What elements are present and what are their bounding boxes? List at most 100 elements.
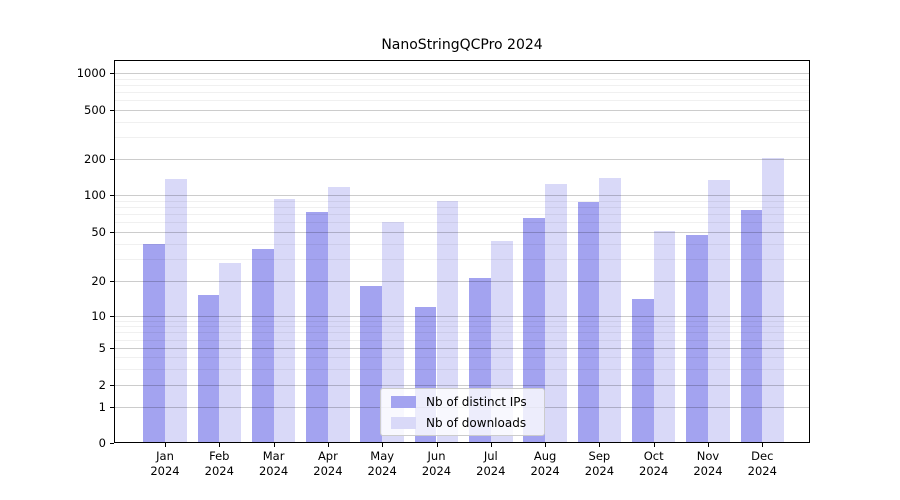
bar xyxy=(631,298,654,443)
bar xyxy=(382,222,404,443)
x-tick-label-year: 2024 xyxy=(476,464,506,478)
y-tick-label: 20 xyxy=(91,273,106,288)
x-tick xyxy=(708,443,709,447)
x-tick-label-year: 2024 xyxy=(313,464,343,478)
gridline-minor xyxy=(114,214,810,216)
legend-item-downloads: Nb of downloads xyxy=(381,412,544,433)
x-tick-label-year: 2024 xyxy=(693,464,723,478)
x-tick-label: Oct 2024 xyxy=(626,449,682,479)
x-tick-label-year: 2024 xyxy=(530,464,560,478)
gridline-minor xyxy=(114,222,810,224)
y-tick-label: 0 xyxy=(98,436,106,450)
bar xyxy=(306,211,328,443)
gridline-minor xyxy=(114,78,810,80)
bar xyxy=(251,249,274,443)
legend-item-distinct-ips: Nb of distinct IPs xyxy=(381,391,544,412)
x-tick-label: Mar 2024 xyxy=(246,449,302,479)
y-tick xyxy=(110,315,114,317)
legend-swatch-downloads xyxy=(391,416,416,429)
x-tick-label-month: Aug xyxy=(533,449,557,463)
x-tick-label-year: 2024 xyxy=(367,464,397,478)
x-tick-label-year: 2024 xyxy=(747,464,777,478)
x-tick-label: Jul 2024 xyxy=(463,449,519,479)
bar xyxy=(219,262,242,443)
gridline-major xyxy=(114,73,810,75)
y-tick-label: 2 xyxy=(98,378,106,392)
y-tick xyxy=(110,195,114,197)
y-tick xyxy=(110,232,114,233)
gridline-major xyxy=(114,195,810,197)
x-tick-label-month: Jun xyxy=(427,449,446,463)
x-tick-label: Dec 2024 xyxy=(734,449,790,479)
bar xyxy=(653,230,676,443)
gridline-minor xyxy=(114,137,810,139)
y-tick-label: 100 xyxy=(84,188,106,203)
x-tick-label: May 2024 xyxy=(354,449,410,479)
x-tick xyxy=(219,443,221,447)
x-tick-label: Nov 2024 xyxy=(680,449,736,479)
bar xyxy=(686,235,708,443)
x-tick-label: Sep 2024 xyxy=(571,449,627,479)
y-tick-label: 200 xyxy=(84,151,106,166)
x-tick-label-month: Jul xyxy=(483,449,498,463)
x-tick xyxy=(599,443,601,447)
x-tick xyxy=(490,443,492,447)
x-tick-label-month: May xyxy=(370,449,395,463)
x-tick xyxy=(545,443,547,447)
x-tick-label: Aug 2024 xyxy=(517,449,573,479)
bar xyxy=(197,295,220,443)
legend-label-downloads: Nb of downloads xyxy=(426,415,527,430)
y-tick xyxy=(110,109,114,111)
x-tick-label-year: 2024 xyxy=(421,464,452,478)
gridline-major xyxy=(114,232,810,233)
x-tick-label-month: Jan xyxy=(156,449,174,463)
x-tick-label-month: Nov xyxy=(696,449,720,463)
bar xyxy=(577,202,600,443)
bar xyxy=(740,209,763,443)
y-tick xyxy=(110,443,114,444)
y-tick-label: 5 xyxy=(98,341,106,356)
bar xyxy=(436,200,459,443)
y-tick xyxy=(110,385,114,386)
gridline-minor xyxy=(114,92,810,94)
x-tick xyxy=(273,443,275,447)
bar xyxy=(360,285,383,443)
x-tick xyxy=(762,443,764,447)
gridline-major xyxy=(114,158,810,160)
bar xyxy=(545,183,567,443)
x-tick xyxy=(382,443,384,447)
x-tick-label-month: Dec xyxy=(751,449,774,463)
y-tick xyxy=(110,158,114,160)
legend-label-distinct-ips: Nb of distinct IPs xyxy=(426,394,527,409)
x-tick-label-month: Mar xyxy=(262,449,285,463)
bar xyxy=(708,180,730,443)
y-tick xyxy=(110,73,114,75)
x-tick-label: Jun 2024 xyxy=(409,449,465,479)
y-tick-label: 500 xyxy=(84,102,106,117)
y-tick-label: 50 xyxy=(91,225,106,239)
y-tick-label: 10 xyxy=(91,308,106,323)
bar xyxy=(143,243,165,443)
y-tick xyxy=(110,406,114,408)
y-tick-label: 1000 xyxy=(76,66,106,81)
bar xyxy=(762,158,785,443)
gridline-minor xyxy=(114,200,810,202)
chart-title: NanoStringQCPro 2024 xyxy=(381,37,543,53)
x-tick-label-year: 2024 xyxy=(150,464,180,478)
x-tick-label-year: 2024 xyxy=(258,464,289,478)
gridline-minor xyxy=(114,85,810,87)
x-tick-label-year: 2024 xyxy=(584,464,615,478)
x-tick-label-year: 2024 xyxy=(639,464,669,478)
x-tick xyxy=(436,443,438,447)
bar xyxy=(165,179,187,443)
bar xyxy=(327,187,350,443)
x-tick xyxy=(653,443,655,447)
x-tick-label: Feb 2024 xyxy=(191,449,247,479)
bar xyxy=(273,199,296,443)
bar xyxy=(599,178,622,443)
bar xyxy=(523,218,546,443)
x-tick-label-month: Feb xyxy=(209,449,230,463)
legend: Nb of distinct IPs Nb of downloads xyxy=(380,388,545,436)
gridline-minor xyxy=(114,121,810,123)
